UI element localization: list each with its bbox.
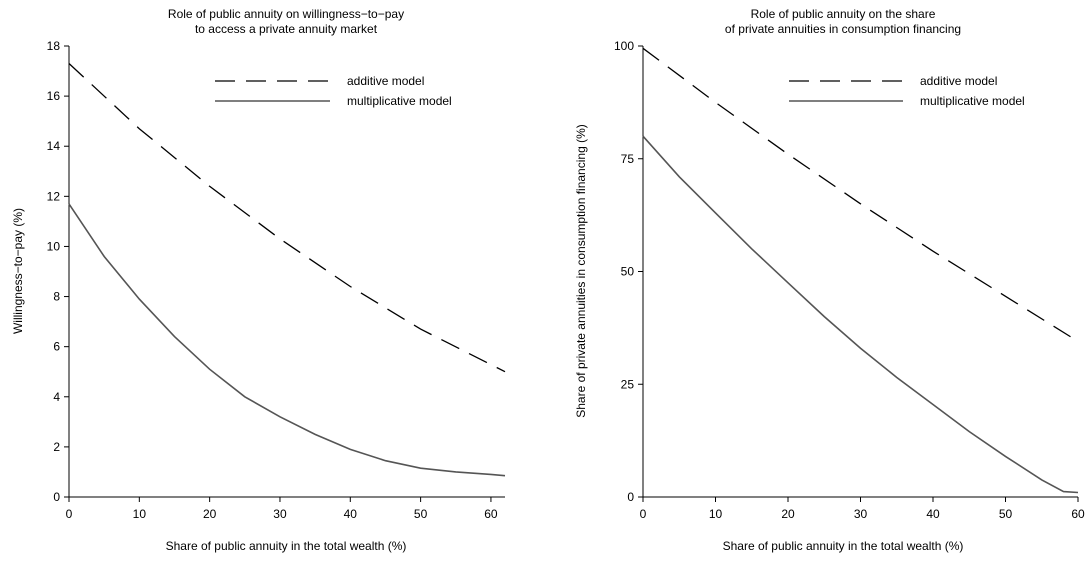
y-tick-label: 75 <box>621 152 635 166</box>
y-tick-label: 6 <box>53 340 60 354</box>
chart-title-line-1: Role of public annuity on willingness−to… <box>168 7 404 21</box>
x-tick-label: 20 <box>203 507 217 521</box>
chart-private-annuity-share: Role of public annuity on the share of p… <box>574 7 1085 553</box>
y-tick-label: 16 <box>47 89 61 103</box>
y-tick-label: 25 <box>621 377 635 391</box>
y-tick-label: 2 <box>53 440 60 454</box>
series-line-additive <box>68 63 506 373</box>
x-tick-label: 30 <box>273 507 287 521</box>
y-tick-label: 18 <box>47 39 61 53</box>
y-tick-label: 0 <box>53 490 60 504</box>
x-tick-label: 20 <box>781 507 795 521</box>
chart-title-line-2: to access a private annuity market <box>195 22 378 36</box>
series-line-multiplicative <box>68 203 506 477</box>
x-tick-label: 60 <box>484 507 498 521</box>
x-tick-label: 40 <box>344 507 358 521</box>
x-tick-label: 10 <box>709 507 723 521</box>
x-tick-label: 40 <box>926 507 940 521</box>
series-line-additive <box>642 47 1079 342</box>
y-axis-label: Share of private annuities in consumptio… <box>574 124 588 418</box>
chart-title-line-1: Role of public annuity on the share <box>751 7 936 21</box>
y-tick-label: 14 <box>47 139 61 153</box>
x-tick-label: 50 <box>999 507 1013 521</box>
series-line-multiplicative <box>642 135 1079 494</box>
x-axis-label: Share of public annuity in the total wea… <box>723 539 964 553</box>
y-tick-label: 100 <box>614 39 634 53</box>
x-tick-label: 50 <box>414 507 428 521</box>
legend-label: multiplicative model <box>347 94 452 108</box>
y-tick-label: 0 <box>627 490 634 504</box>
x-tick-label: 0 <box>640 507 647 521</box>
y-tick-label: 50 <box>621 265 635 279</box>
x-tick-label: 60 <box>1071 507 1085 521</box>
y-tick-label: 4 <box>53 390 60 404</box>
y-axis-label: Willingness−to−pay (%) <box>11 208 25 334</box>
y-tick-label: 10 <box>47 239 61 253</box>
chart-willingness-to-pay: Role of public annuity on willingness−to… <box>11 7 506 553</box>
x-tick-label: 10 <box>133 507 147 521</box>
legend-label: additive model <box>347 74 424 88</box>
x-tick-label: 30 <box>854 507 868 521</box>
y-tick-label: 12 <box>47 189 61 203</box>
x-axis-label: Share of public annuity in the total wea… <box>166 539 407 553</box>
legend-label: multiplicative model <box>920 94 1025 108</box>
chart-title-line-2: of private annuities in consumption fina… <box>725 22 961 36</box>
legend-label: additive model <box>920 74 997 88</box>
x-tick-label: 0 <box>66 507 73 521</box>
y-tick-label: 8 <box>53 290 60 304</box>
